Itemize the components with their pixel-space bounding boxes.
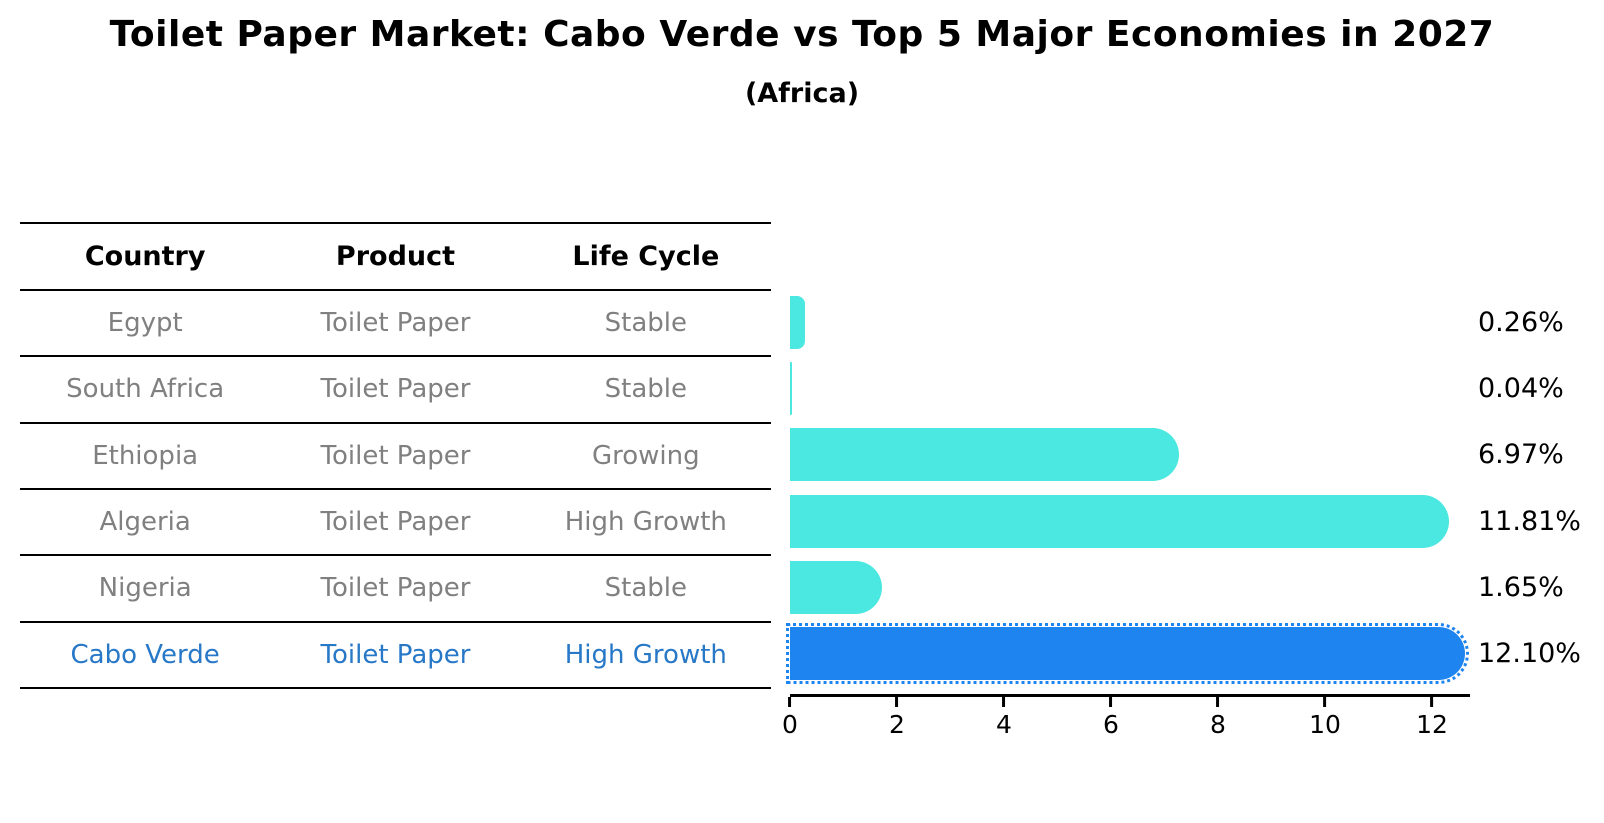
x-axis-tick: 4 xyxy=(996,697,1012,739)
x-axis-tick: 8 xyxy=(1210,697,1226,739)
x-axis-line xyxy=(790,694,1470,697)
x-axis-tick: 6 xyxy=(1103,697,1119,739)
value-label-algeria: 11.81% xyxy=(1478,505,1581,537)
cell-country: South Africa xyxy=(66,374,225,405)
cell-country: Algeria xyxy=(99,507,191,538)
country-table: Country Product Life Cycle Egypt Toilet … xyxy=(20,222,771,689)
cell-product: Toilet Paper xyxy=(320,507,471,538)
column-header-product: Product xyxy=(335,241,456,272)
chart-bar-egypt xyxy=(790,295,805,349)
cell-product: Toilet Paper xyxy=(320,440,471,471)
cell-country: Nigeria xyxy=(98,573,192,604)
chart-bar-nigeria xyxy=(790,560,883,614)
cell-product: Toilet Paper xyxy=(320,639,471,670)
table-row-egypt: Egypt Toilet Paper Stable xyxy=(20,289,771,355)
cell-country: Cabo Verde xyxy=(70,639,220,670)
cell-country: Ethiopia xyxy=(92,440,199,471)
chart-subtitle: (Africa) xyxy=(744,78,860,109)
cell-product: Toilet Paper xyxy=(320,374,471,405)
cell-life-cycle: Stable xyxy=(604,308,687,339)
x-axis-tick: 10 xyxy=(1309,697,1341,739)
bar-row-algeria xyxy=(790,488,1470,554)
cell-life-cycle: Stable xyxy=(604,573,687,604)
value-labels: 0.26% 0.04% 6.97% 11.81% 1.65% 12.10% xyxy=(1478,289,1602,687)
chart-bar-cabo-verde xyxy=(785,623,1470,685)
cell-life-cycle: Growing xyxy=(591,440,700,471)
bar-row-egypt xyxy=(790,289,1470,355)
chart-bar-algeria xyxy=(790,494,1449,548)
chart-bar-south-africa xyxy=(790,361,793,415)
column-header-country: Country xyxy=(84,241,206,272)
bar-row-ethiopia xyxy=(790,422,1470,488)
table-row-nigeria: Nigeria Toilet Paper Stable xyxy=(20,554,771,620)
x-axis-tick: 12 xyxy=(1416,697,1448,739)
x-axis-tick: 0 xyxy=(782,697,798,739)
value-label-south-africa: 0.04% xyxy=(1478,372,1564,404)
column-header-life-cycle: Life Cycle xyxy=(572,241,720,272)
cell-product: Toilet Paper xyxy=(320,308,471,339)
chart-bar-ethiopia xyxy=(790,428,1179,482)
chart-title: Toilet Paper Market: Cabo Verde vs Top 5… xyxy=(109,14,1495,55)
value-label-egypt: 0.26% xyxy=(1478,306,1564,338)
cell-life-cycle: High Growth xyxy=(564,639,727,670)
value-label-nigeria: 1.65% xyxy=(1478,571,1564,603)
bar-row-south-africa xyxy=(790,355,1470,421)
cell-life-cycle: High Growth xyxy=(564,507,727,538)
table-row-south-africa: South Africa Toilet Paper Stable xyxy=(20,355,771,421)
value-label-ethiopia: 6.97% xyxy=(1478,439,1564,471)
cell-life-cycle: Stable xyxy=(604,374,687,405)
table-row-ethiopia: Ethiopia Toilet Paper Growing xyxy=(20,421,771,488)
table-header-row: Country Product Life Cycle xyxy=(20,222,771,289)
bar-row-cabo-verde xyxy=(785,621,1470,687)
value-label-cabo-verde: 12.10% xyxy=(1478,638,1581,670)
cell-product: Toilet Paper xyxy=(320,573,471,604)
table-row-cabo-verde: Cabo Verde Toilet Paper High Growth xyxy=(20,620,771,687)
cell-country: Egypt xyxy=(107,308,183,339)
bar-chart xyxy=(785,289,1470,687)
bar-row-nigeria xyxy=(790,554,1470,620)
x-axis: 0 2 4 6 8 10 12 xyxy=(782,694,1470,754)
x-axis-tick: 2 xyxy=(889,697,905,739)
table-row-algeria: Algeria Toilet Paper High Growth xyxy=(20,487,771,554)
